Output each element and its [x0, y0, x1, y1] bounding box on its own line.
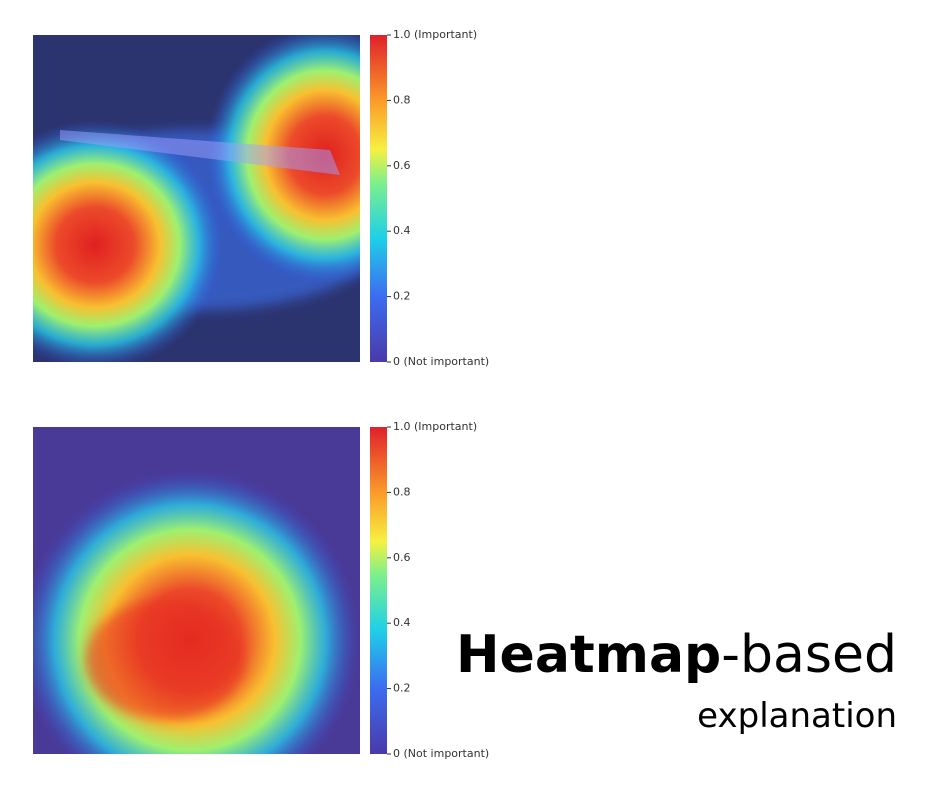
caption-bold: Heatmap: [456, 625, 721, 685]
tick-label: 0.4: [393, 224, 411, 237]
tick-label: 1.0 (Important): [393, 28, 477, 41]
tick-label: 0.8: [393, 93, 411, 106]
tick-label: 0 (Not important): [393, 355, 489, 368]
caption-line: explanation: [697, 696, 897, 736]
tick-label: 1.0 (Important): [393, 420, 477, 433]
tick-label: 0.6: [393, 551, 411, 564]
tick-label: 0.2: [393, 682, 411, 695]
tick-label: 0.6: [393, 159, 411, 172]
caption-rest: -based: [721, 625, 897, 685]
heatmap-image: [33, 427, 360, 754]
caption: Heatmap-based: [456, 625, 897, 685]
colorbar: [370, 35, 387, 362]
tick-label: 0.4: [393, 616, 411, 629]
heatmap-image: [33, 35, 360, 362]
tick-label: 0.8: [393, 485, 411, 498]
tick-label: 0.2: [393, 290, 411, 303]
colorbar: [370, 427, 387, 754]
tick-label: 0 (Not important): [393, 747, 489, 760]
